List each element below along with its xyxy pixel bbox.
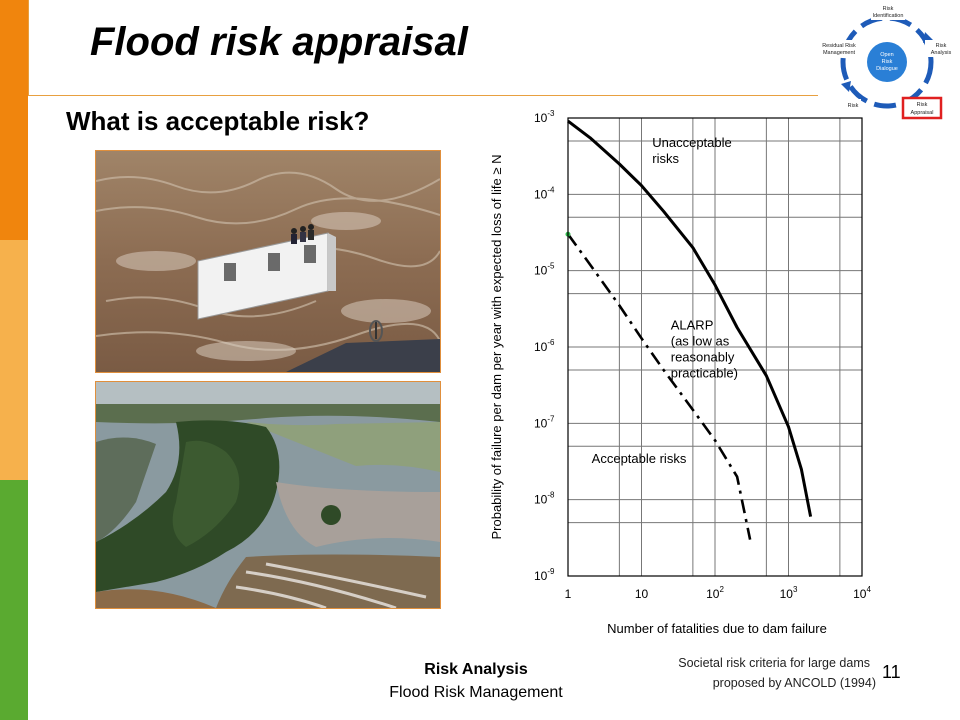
x-axis-label: Number of fatalities due to dam failure bbox=[607, 621, 827, 636]
chart-caption-line1: Societal risk criteria for large dams bbox=[678, 656, 870, 670]
cycle-left-bg bbox=[816, 40, 862, 57]
cycle-center-line1: Open bbox=[880, 52, 893, 58]
lower-limit-line bbox=[566, 233, 752, 540]
y-tick-label: 10-4 bbox=[534, 185, 555, 201]
x-tick-label: 103 bbox=[780, 585, 798, 601]
plot-frame bbox=[567, 117, 863, 577]
aerial-flood-image bbox=[96, 382, 440, 608]
x-tick-label: 1 bbox=[565, 587, 572, 601]
cycle-top-line1: Risk bbox=[883, 6, 894, 12]
chart-annotations: Unacceptable risks ALARP (as low as reasonab… bbox=[592, 135, 738, 466]
cycle-right-line2: Analysis bbox=[931, 50, 952, 56]
x-tick-label: 104 bbox=[853, 585, 871, 601]
flooded-house-photo bbox=[95, 150, 441, 373]
chart-annotation: Unacceptable risks bbox=[652, 135, 732, 166]
cycle-highlight-line2: Appraisal bbox=[911, 110, 934, 116]
cycle-center bbox=[867, 42, 907, 82]
slide-title: Flood risk appraisal bbox=[90, 20, 468, 64]
y-axis-label: Probability of failure per dam per year … bbox=[489, 154, 504, 539]
page-number: 11 bbox=[882, 662, 901, 682]
cycle-left-line2: Management bbox=[823, 50, 856, 56]
y-tick-label: 10-9 bbox=[534, 567, 555, 583]
chart-series bbox=[566, 119, 813, 540]
cycle-arrow-icon bbox=[841, 81, 851, 92]
header-divider-horizontal bbox=[28, 95, 818, 96]
cycle-highlight-box bbox=[901, 96, 943, 120]
y-tick-label: 10-3 bbox=[534, 109, 555, 125]
cycle-top-line2: Identification bbox=[873, 13, 904, 19]
cycle-highlight-line1: Risk bbox=[917, 102, 928, 108]
cycle-left-line1: Residual Risk bbox=[822, 43, 856, 49]
societal-risk-chart: Unacceptable risks ALARP (as low as reasonab… bbox=[489, 109, 872, 636]
y-tick-label: 10-5 bbox=[534, 262, 555, 278]
risk-cycle-diagram: Open Risk Dialogue Risk Identification R… bbox=[816, 3, 957, 120]
chart-caption-line2: proposed by ANCOLD (1994) bbox=[712, 676, 876, 690]
left-stripe-orange bbox=[0, 0, 28, 240]
y-tick-label: 10-6 bbox=[534, 338, 555, 354]
y-tick-label: 10-7 bbox=[534, 414, 555, 430]
x-tick-label: 10 bbox=[635, 587, 649, 601]
left-stripe-light-orange bbox=[0, 240, 28, 480]
left-stripe-green bbox=[0, 480, 28, 720]
cycle-bottom-left-bg bbox=[843, 99, 861, 109]
cycle-right-bg bbox=[925, 40, 957, 57]
header-divider-vertical bbox=[28, 0, 29, 96]
x-axis-ticks: 1 10 102 103 104 bbox=[565, 585, 872, 601]
flooded-house-image bbox=[96, 151, 440, 372]
cycle-center-line3: Dialogue bbox=[876, 66, 898, 72]
upper-limit-line bbox=[567, 119, 813, 517]
y-tick-label: 10-8 bbox=[534, 491, 555, 507]
cycle-bottom-left-label: Risk bbox=[848, 103, 859, 109]
slide-subtitle: What is acceptable risk? bbox=[66, 106, 370, 136]
chart-annotation: ALARP (as low as reasonably practicable) bbox=[671, 317, 738, 380]
x-tick-label: 102 bbox=[706, 585, 724, 601]
cycle-center-line2: Risk bbox=[882, 59, 893, 65]
cycle-top-bg bbox=[871, 3, 905, 20]
footer-course-title: Risk Analysis bbox=[424, 661, 528, 678]
footer-course-subtitle: Flood Risk Management bbox=[389, 684, 563, 701]
chart-annotation: Acceptable risks bbox=[592, 451, 687, 466]
y-axis-ticks: 10-3 10-4 10-5 10-6 10-7 10-8 10-9 bbox=[534, 109, 555, 583]
cycle-ring bbox=[840, 15, 934, 109]
aerial-flood-photo bbox=[95, 381, 441, 609]
cycle-right-line1: Risk bbox=[936, 43, 947, 49]
